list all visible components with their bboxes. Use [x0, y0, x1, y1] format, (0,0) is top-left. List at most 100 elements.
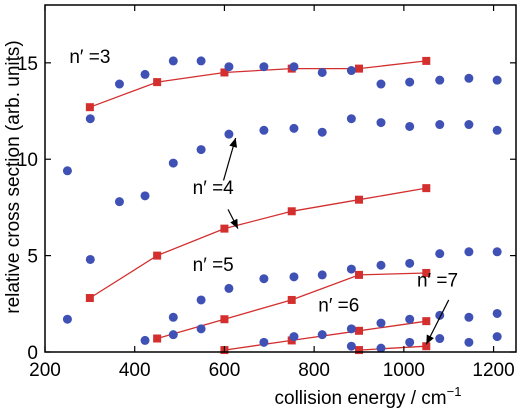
- data-point: [168, 312, 178, 322]
- square-marker: [220, 68, 229, 77]
- ticks-group: [44, 5, 516, 353]
- data-point: [464, 73, 474, 83]
- data-point: [492, 308, 502, 318]
- data-point: [376, 118, 386, 128]
- data-point: [464, 247, 474, 257]
- data-point: [317, 67, 327, 77]
- data-point: [140, 335, 150, 345]
- data-point: [464, 120, 474, 130]
- data-point: [492, 75, 502, 85]
- data-point: [492, 247, 502, 257]
- square-marker: [153, 251, 162, 260]
- annotation-label: n′ =7: [417, 270, 458, 291]
- data-point: [114, 79, 124, 89]
- data-point: [435, 75, 445, 85]
- arrows-group: [222, 137, 450, 345]
- square-marker: [355, 346, 363, 355]
- series-line: [89, 187, 427, 299]
- data-point: [435, 249, 445, 259]
- annotation-label: n′ =4: [193, 178, 235, 199]
- data-point: [376, 79, 386, 89]
- data-point: [435, 120, 445, 130]
- data-point: [346, 324, 356, 334]
- arrow-head: [229, 138, 238, 148]
- square-marker: [287, 295, 296, 304]
- data-point: [289, 62, 299, 72]
- y-tick-label: 0: [27, 343, 38, 364]
- data-point: [196, 324, 206, 334]
- square-marker: [355, 64, 363, 73]
- data-point: [196, 56, 206, 66]
- data-point: [62, 314, 72, 324]
- square-marker: [355, 326, 363, 335]
- data-point: [114, 197, 124, 207]
- data-point: [492, 332, 502, 342]
- data-point: [492, 125, 502, 135]
- plot-frame: [44, 4, 517, 353]
- square-marker: [422, 56, 431, 65]
- square-marker: [422, 342, 431, 351]
- x-tick-label: 400: [119, 360, 151, 381]
- data-point: [196, 145, 206, 155]
- data-point: [168, 330, 178, 340]
- data-point: [259, 125, 269, 135]
- data-point: [224, 129, 234, 139]
- data-point: [346, 341, 356, 351]
- annotation-label: n′ =6: [318, 296, 359, 317]
- arrow-head: [426, 334, 434, 345]
- square-marker: [85, 294, 94, 303]
- x-axis-title-text: collision energy / cm: [275, 388, 447, 409]
- x-tick-label: 200: [29, 360, 61, 381]
- data-point: [464, 312, 474, 322]
- arrow-head: [230, 218, 238, 229]
- data-point: [405, 337, 415, 347]
- y-tick-label: 10: [17, 150, 38, 171]
- data-point: [289, 123, 299, 133]
- data-point: [317, 270, 327, 280]
- data-point: [435, 334, 445, 344]
- y-tick-label: 5: [27, 247, 38, 268]
- data-point: [85, 254, 95, 264]
- data-point: [405, 258, 415, 268]
- x-tick-label: 800: [298, 360, 330, 381]
- annotations-group: n′ =3 n′ =4 n′ =5 n′ =6 n′ =7: [69, 47, 458, 317]
- data-point: [289, 332, 299, 342]
- data-point: [259, 274, 269, 284]
- data-point: [405, 314, 415, 324]
- data-point: [140, 69, 150, 79]
- data-point: [405, 121, 415, 131]
- annotation-label: n′ =5: [193, 255, 234, 276]
- x-axis-title-superscript: −1: [447, 384, 462, 399]
- data-point: [224, 283, 234, 293]
- square-marker: [153, 78, 162, 87]
- square-marker: [220, 315, 229, 324]
- data-point: [259, 337, 269, 347]
- square-marker: [85, 103, 94, 112]
- series-line: [89, 60, 427, 108]
- x-tick-label: 1000: [383, 360, 425, 381]
- data-point: [168, 158, 178, 168]
- data-point: [317, 330, 327, 340]
- data-point: [140, 191, 150, 201]
- square-marker: [153, 334, 162, 343]
- square-marker: [220, 224, 229, 233]
- data-point: [405, 77, 415, 87]
- square-marker: [422, 268, 431, 277]
- y-axis-title: relative cross section (arb. units): [3, 40, 24, 314]
- x-axis-title: collision energy / cm−1: [275, 384, 462, 409]
- square-marker: [287, 207, 296, 216]
- x-tick-label: 600: [209, 360, 241, 381]
- data-point: [85, 114, 95, 124]
- data-point: [289, 272, 299, 282]
- data-point: [224, 62, 234, 72]
- data-point: [346, 114, 356, 124]
- data-point: [259, 62, 269, 72]
- y-tick-label: 15: [17, 54, 38, 75]
- data-point: [62, 166, 72, 176]
- tick-labels-group: 200 400 600 800 1000 1200 0 5 10 15: [17, 54, 515, 381]
- data-point: [168, 56, 178, 66]
- data-point: [317, 127, 327, 137]
- data-point: [346, 264, 356, 274]
